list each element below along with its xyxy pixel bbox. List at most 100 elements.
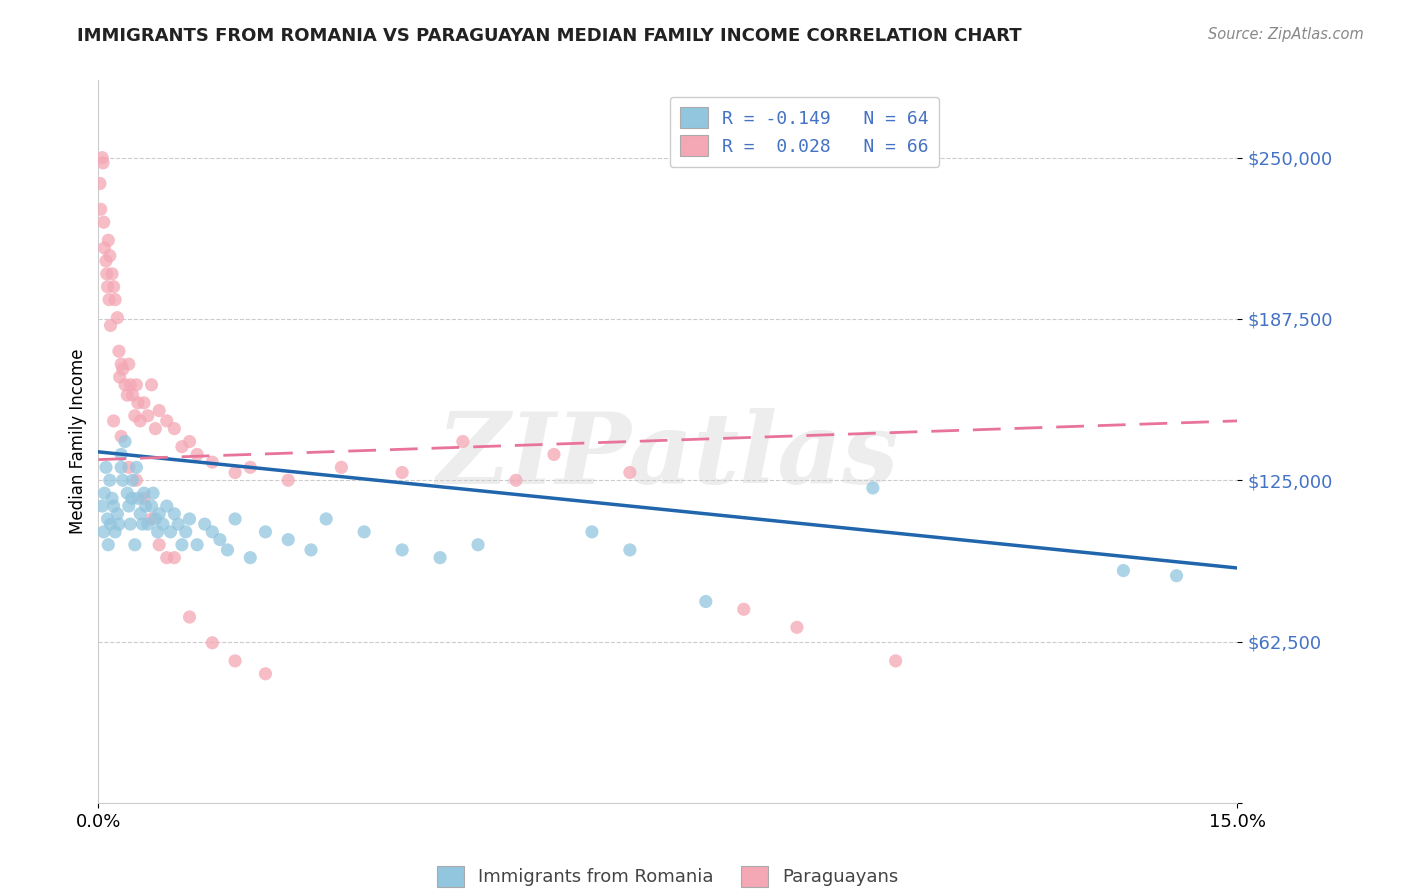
Point bbox=[186, 447, 208, 461]
Point bbox=[117, 388, 139, 402]
Point bbox=[111, 362, 134, 376]
Point bbox=[91, 499, 114, 513]
Point bbox=[156, 550, 179, 565]
Point bbox=[107, 310, 129, 325]
Point bbox=[124, 538, 146, 552]
Point bbox=[136, 409, 159, 423]
Point bbox=[108, 517, 131, 532]
Point bbox=[163, 507, 186, 521]
Point bbox=[201, 524, 224, 539]
Point bbox=[90, 202, 112, 217]
Point bbox=[118, 357, 141, 371]
Point bbox=[391, 466, 413, 480]
Point bbox=[129, 507, 152, 521]
Point bbox=[208, 533, 231, 547]
Point bbox=[884, 654, 907, 668]
Point bbox=[117, 486, 139, 500]
Text: ZIPatlas: ZIPatlas bbox=[437, 408, 898, 504]
Y-axis label: Median Family Income: Median Family Income bbox=[69, 349, 87, 534]
Point bbox=[118, 499, 141, 513]
Point bbox=[141, 499, 163, 513]
Point bbox=[110, 357, 132, 371]
Point bbox=[93, 215, 115, 229]
Point bbox=[299, 542, 322, 557]
Point bbox=[114, 434, 136, 449]
Point bbox=[127, 396, 149, 410]
Point bbox=[543, 447, 565, 461]
Point bbox=[467, 538, 489, 552]
Point bbox=[141, 512, 163, 526]
Point bbox=[786, 620, 808, 634]
Point bbox=[145, 512, 167, 526]
Point bbox=[101, 267, 124, 281]
Point bbox=[277, 533, 299, 547]
Point bbox=[167, 517, 190, 532]
Point bbox=[619, 542, 641, 557]
Point bbox=[98, 249, 121, 263]
Point bbox=[110, 429, 132, 443]
Point bbox=[254, 524, 277, 539]
Point bbox=[121, 491, 143, 506]
Point bbox=[96, 267, 118, 281]
Point bbox=[108, 344, 131, 359]
Point bbox=[104, 524, 127, 539]
Point bbox=[239, 550, 262, 565]
Point bbox=[733, 602, 755, 616]
Point bbox=[353, 524, 375, 539]
Point bbox=[239, 460, 262, 475]
Point bbox=[101, 491, 124, 506]
Point bbox=[97, 538, 120, 552]
Point bbox=[179, 610, 201, 624]
Point bbox=[224, 512, 246, 526]
Point bbox=[186, 538, 208, 552]
Point bbox=[330, 460, 353, 475]
Point bbox=[142, 486, 165, 500]
Point bbox=[132, 491, 155, 506]
Point bbox=[114, 377, 136, 392]
Point bbox=[93, 524, 115, 539]
Point bbox=[148, 538, 170, 552]
Point bbox=[695, 594, 717, 608]
Point bbox=[125, 460, 148, 475]
Point bbox=[121, 473, 143, 487]
Point bbox=[103, 414, 125, 428]
Point bbox=[315, 512, 337, 526]
Point bbox=[1112, 564, 1135, 578]
Point bbox=[132, 486, 155, 500]
Point bbox=[163, 550, 186, 565]
Point bbox=[156, 499, 179, 513]
Point bbox=[125, 473, 148, 487]
Point bbox=[277, 473, 299, 487]
Point bbox=[179, 434, 201, 449]
Point bbox=[110, 447, 132, 461]
Point bbox=[581, 524, 603, 539]
Point bbox=[91, 151, 114, 165]
Point bbox=[96, 512, 118, 526]
Point bbox=[94, 460, 117, 475]
Point bbox=[152, 517, 174, 532]
Point bbox=[254, 666, 277, 681]
Point bbox=[141, 377, 163, 392]
Point bbox=[100, 517, 122, 532]
Point bbox=[505, 473, 527, 487]
Point bbox=[98, 473, 121, 487]
Point bbox=[862, 481, 884, 495]
Point bbox=[170, 440, 193, 454]
Point bbox=[96, 279, 118, 293]
Point bbox=[1166, 568, 1188, 582]
Point bbox=[100, 318, 122, 333]
Point bbox=[89, 177, 111, 191]
Point bbox=[103, 499, 125, 513]
Point bbox=[163, 422, 186, 436]
Point bbox=[451, 434, 474, 449]
Point bbox=[107, 507, 129, 521]
Point bbox=[127, 491, 149, 506]
Point bbox=[125, 377, 148, 392]
Point bbox=[108, 370, 131, 384]
Point bbox=[156, 414, 179, 428]
Point bbox=[201, 455, 224, 469]
Point bbox=[170, 538, 193, 552]
Point bbox=[136, 517, 159, 532]
Point bbox=[118, 460, 141, 475]
Point bbox=[159, 524, 181, 539]
